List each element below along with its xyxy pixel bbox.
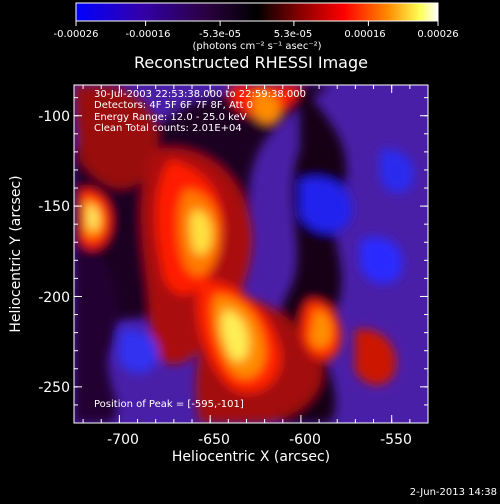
colorbar-tick-label: 5.3e-05 xyxy=(274,29,312,40)
footer-timestamp: 2-Jun-2013 14:38 xyxy=(410,487,497,498)
y-tick-label: -100 xyxy=(38,109,70,125)
colorbar-tick-label: 0.00026 xyxy=(417,29,458,40)
colorbar-ticks xyxy=(75,21,439,26)
heatmap-image xyxy=(74,85,428,423)
colorbar-tick-label: -0.00016 xyxy=(126,29,171,40)
y-tick-label: -250 xyxy=(38,380,70,396)
annotation-detectors: Detectors: 4F 5F 6F 7F 8F, Att 0 xyxy=(94,100,253,111)
annotation-time-range: 30-Jul-2003 22:53:38.000 to 22:59:38.000 xyxy=(94,89,306,100)
y-axis-label: Heliocentric Y (arcsec) xyxy=(8,175,24,332)
peak-position-label: Position of Peak = [-595,-101] xyxy=(94,399,244,410)
x-tick-label: -650 xyxy=(198,432,230,448)
chart-title: Reconstructed RHESSI Image xyxy=(134,53,368,72)
axis-ticks xyxy=(74,85,428,423)
x-tick-label: -600 xyxy=(289,432,321,448)
x-tick-label: -550 xyxy=(380,432,412,448)
plot-frame xyxy=(73,84,429,424)
annotation-energy-range: Energy Range: 12.0 - 25.0 keV xyxy=(94,112,247,123)
y-tick-label: -200 xyxy=(38,290,70,306)
colorbar xyxy=(75,2,439,22)
colorbar-tick-label: -5.3e-05 xyxy=(199,29,241,40)
x-tick-label: -700 xyxy=(107,432,139,448)
colorbar-tick-label: -0.00026 xyxy=(54,29,99,40)
colorbar-unit-label: (photons cm⁻² s⁻¹ asec⁻²) xyxy=(192,41,321,52)
x-axis-label: Heliocentric X (arcsec) xyxy=(172,449,330,465)
annotation-counts: Clean Total counts: 2.01E+04 xyxy=(94,123,242,134)
y-tick-label: -150 xyxy=(38,199,70,215)
colorbar-tick-label: 0.00016 xyxy=(344,29,385,40)
